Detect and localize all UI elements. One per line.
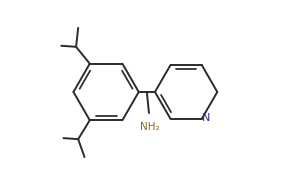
Text: NH₂: NH₂ [140,123,160,132]
Text: N: N [202,113,211,123]
